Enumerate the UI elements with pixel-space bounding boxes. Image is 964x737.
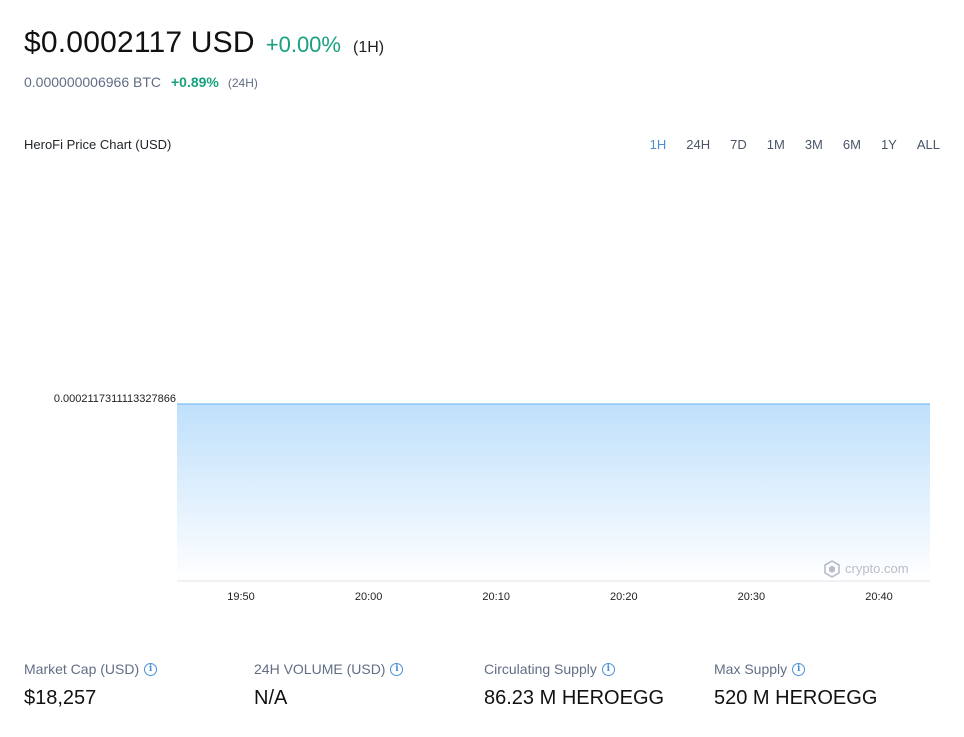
range-24h[interactable]: 24H xyxy=(686,137,711,152)
stat-label: Market Cap (USD) xyxy=(24,661,140,677)
stat-value: N/A xyxy=(254,687,288,709)
stat-value: 86.23 M HEROEGG xyxy=(484,687,665,709)
stat-label: 24H VOLUME (USD) xyxy=(254,661,386,677)
x-tick-label: 20:30 xyxy=(738,591,766,603)
range-7d[interactable]: 7D xyxy=(730,137,747,152)
x-tick-label: 20:20 xyxy=(610,591,638,603)
btc-price-row: 0.000000006966 BTC +0.89% (24H) xyxy=(24,74,258,90)
info-icon[interactable]: i xyxy=(792,662,806,676)
range-1h[interactable]: 1H xyxy=(649,137,667,152)
x-tick-label: 20:00 xyxy=(355,591,383,603)
range-all[interactable]: ALL xyxy=(916,137,940,152)
x-tick-label: 20:40 xyxy=(865,591,893,603)
range-3m[interactable]: 3M xyxy=(804,137,823,152)
y-axis-ticks: 0.0002117311113327866 xyxy=(54,393,176,405)
stats-row: Market Cap (USD) i $18,257 24H VOLUME (US… xyxy=(24,661,944,710)
stat-label: Max Supply xyxy=(714,661,788,677)
change-period: (1H) xyxy=(352,39,385,56)
btc-change: +0.89% xyxy=(171,74,219,90)
price-area-fill xyxy=(177,404,930,581)
x-tick-label: 19:50 xyxy=(227,591,255,603)
price-chart: 19:50 20:00 20:10 20:20 20:30 20:40 0.0002117… xyxy=(54,393,930,603)
stat-value: 520 M HEROEGG xyxy=(714,687,878,709)
range-1m[interactable]: 1M xyxy=(766,137,785,152)
chart-title: HeroFi Price Chart (USD) xyxy=(24,137,172,152)
stat-value: $18,257 xyxy=(24,687,97,709)
price-header: $0.0002117 USD +0.00% (1H) xyxy=(24,26,384,60)
info-icon[interactable]: i xyxy=(390,662,404,676)
stat-24h-volume: 24H VOLUME (USD) i N/A xyxy=(254,661,484,710)
watermark-text: crypto.com xyxy=(845,561,909,576)
info-icon[interactable]: i xyxy=(144,662,158,676)
usd-price: $0.0002117 USD xyxy=(24,26,255,59)
x-tick-label: 20:10 xyxy=(482,591,510,603)
time-range-selector: 1H 24H 7D 1M 3M 6M 1Y ALL xyxy=(630,137,940,152)
btc-change-period: (24H) xyxy=(227,76,258,90)
stat-label: Circulating Supply xyxy=(484,661,597,677)
stat-circulating-supply: Circulating Supply i 86.23 M HEROEGG xyxy=(484,661,714,710)
stat-market-cap: Market Cap (USD) i $18,257 xyxy=(24,661,254,710)
crypto-com-watermark: crypto.com xyxy=(824,560,909,578)
crypto-com-logo-icon xyxy=(824,560,840,578)
price-change: +0.00% xyxy=(265,32,341,57)
stat-max-supply: Max Supply i 520 M HEROEGG xyxy=(714,661,944,710)
range-1y[interactable]: 1Y xyxy=(880,137,897,152)
info-icon[interactable]: i xyxy=(601,662,615,676)
btc-price: 0.000000006966 BTC xyxy=(24,74,161,90)
y-tick-label: 0.0002117311113327866 xyxy=(54,393,176,405)
x-axis-ticks: 19:50 20:00 20:10 20:20 20:30 20:40 xyxy=(227,591,893,603)
range-6m[interactable]: 6M xyxy=(842,137,861,152)
